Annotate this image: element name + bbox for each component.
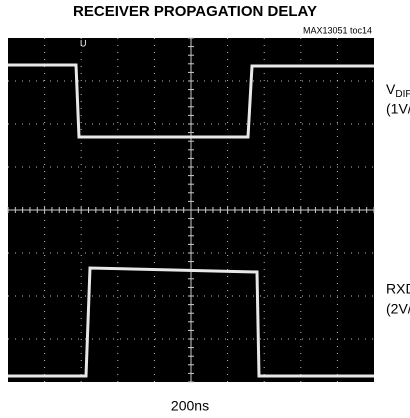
trigger-marker: U [80,38,87,48]
timebase: 200ns [171,398,209,414]
vdiff-trace [8,63,374,139]
trace-scale: (2V/div) [386,301,410,317]
trace-label-main: V [386,81,396,97]
trace-label: RXD [386,281,410,297]
rxd-trace [8,266,374,378]
trace-scale: (1V/div) [386,101,410,117]
trace-label: VDIFF [386,81,410,100]
trace-label-sub: DIFF [395,89,410,100]
title: RECEIVER PROPAGATION DELAY [73,3,317,20]
subtitle: MAX13051 toc14 [303,25,372,35]
grid [7,37,375,383]
